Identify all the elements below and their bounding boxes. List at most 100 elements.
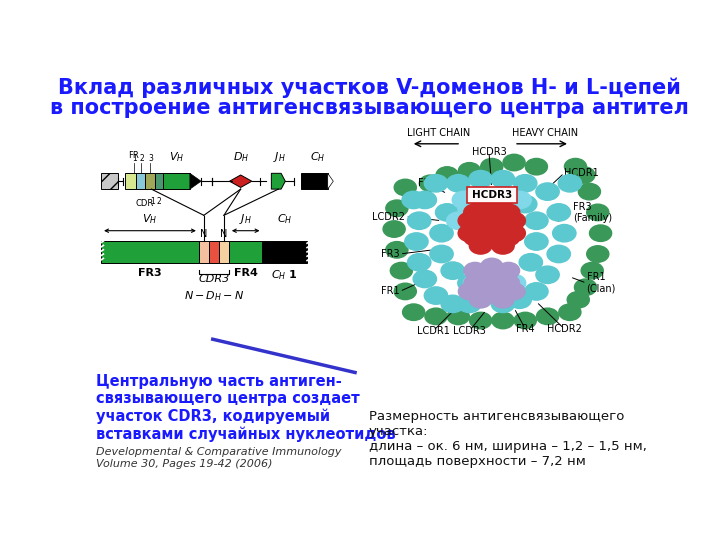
Text: LIGHT CHAIN: LIGHT CHAIN — [407, 128, 470, 138]
Text: FR1
(Clan): FR1 (Clan) — [587, 272, 616, 294]
Text: 2: 2 — [139, 154, 144, 163]
Circle shape — [559, 304, 581, 320]
Text: $V_H$: $V_H$ — [169, 150, 184, 164]
Circle shape — [475, 271, 498, 287]
Circle shape — [525, 212, 548, 230]
Circle shape — [508, 291, 531, 308]
Bar — [101, 241, 199, 263]
Text: 2: 2 — [156, 197, 161, 206]
Circle shape — [424, 174, 448, 192]
Circle shape — [430, 245, 453, 262]
Circle shape — [590, 225, 611, 241]
Circle shape — [481, 158, 503, 175]
Circle shape — [425, 308, 447, 325]
Circle shape — [452, 191, 475, 208]
Text: FR4: FR4 — [516, 324, 534, 334]
Circle shape — [469, 292, 492, 308]
Text: Размерность антигенсвязывающего
участка:
длина – ок. 6 нм, ширина – 1,2 – 1,5 нм: Размерность антигенсвязывающего участка:… — [369, 410, 647, 468]
Text: CDR: CDR — [136, 199, 154, 208]
Circle shape — [519, 254, 542, 271]
Circle shape — [525, 233, 548, 250]
Circle shape — [491, 295, 515, 313]
Text: FR3: FR3 — [381, 249, 400, 259]
Text: 1: 1 — [132, 154, 137, 163]
Text: FR1: FR1 — [381, 286, 400, 296]
Circle shape — [472, 195, 495, 213]
Bar — [301, 173, 328, 189]
Circle shape — [536, 266, 559, 284]
Circle shape — [464, 274, 487, 292]
Text: LCDR1: LCDR1 — [417, 326, 449, 336]
Circle shape — [547, 245, 570, 262]
Text: $D_H$: $D_H$ — [233, 150, 248, 164]
Text: $C_H$ 1: $C_H$ 1 — [271, 268, 298, 281]
Circle shape — [536, 183, 559, 200]
FancyBboxPatch shape — [101, 173, 118, 189]
Circle shape — [383, 221, 405, 237]
Text: LCDR2: LCDR2 — [372, 212, 405, 221]
Circle shape — [469, 187, 492, 205]
Circle shape — [464, 275, 486, 291]
Circle shape — [413, 191, 436, 208]
Circle shape — [419, 175, 441, 192]
Circle shape — [503, 225, 526, 241]
Circle shape — [508, 191, 531, 208]
Bar — [145, 173, 155, 189]
Text: N: N — [200, 229, 207, 239]
Polygon shape — [230, 175, 252, 187]
Circle shape — [553, 225, 576, 242]
Circle shape — [458, 274, 481, 292]
Text: FR3: FR3 — [138, 268, 162, 278]
Circle shape — [469, 171, 492, 188]
Text: FR: FR — [128, 151, 139, 160]
Circle shape — [503, 154, 525, 171]
Text: HEAVY CHAIN: HEAVY CHAIN — [512, 128, 578, 138]
Circle shape — [402, 191, 426, 208]
Circle shape — [430, 225, 453, 242]
Circle shape — [469, 237, 492, 254]
Circle shape — [547, 204, 570, 221]
Circle shape — [464, 204, 486, 221]
Circle shape — [390, 262, 413, 279]
Circle shape — [491, 187, 515, 205]
Circle shape — [492, 237, 514, 254]
Text: $J_H$: $J_H$ — [274, 150, 286, 164]
Circle shape — [498, 204, 520, 221]
Circle shape — [480, 204, 503, 221]
Circle shape — [481, 283, 503, 300]
Text: HCDR1: HCDR1 — [564, 168, 599, 178]
Text: N: N — [220, 229, 228, 239]
Text: Вклад различных участков V-доменов Н- и L-цепей: Вклад различных участков V-доменов Н- и … — [58, 77, 680, 98]
Circle shape — [526, 158, 547, 175]
Circle shape — [480, 229, 503, 246]
Circle shape — [503, 212, 526, 229]
Circle shape — [441, 295, 464, 313]
Circle shape — [525, 283, 548, 300]
Circle shape — [492, 312, 514, 329]
Circle shape — [402, 304, 425, 320]
Text: HCDR2: HCDR2 — [547, 324, 582, 334]
Circle shape — [536, 308, 559, 325]
Circle shape — [447, 308, 469, 325]
Text: FR4: FR4 — [418, 178, 437, 188]
Text: HCDR3: HCDR3 — [472, 147, 506, 157]
Circle shape — [491, 171, 515, 188]
Text: CDR3: CDR3 — [198, 274, 230, 285]
Polygon shape — [271, 173, 285, 189]
Circle shape — [405, 233, 428, 250]
Text: $N - D_H - N$: $N - D_H - N$ — [184, 289, 244, 303]
Circle shape — [498, 275, 520, 291]
Text: $J_H$: $J_H$ — [239, 212, 252, 226]
Circle shape — [459, 283, 480, 300]
Circle shape — [464, 217, 486, 233]
Circle shape — [446, 212, 470, 230]
Bar — [229, 241, 262, 263]
Circle shape — [395, 283, 416, 300]
Circle shape — [498, 262, 520, 279]
Circle shape — [481, 258, 503, 275]
Circle shape — [486, 271, 508, 287]
Bar — [125, 173, 136, 189]
Circle shape — [489, 195, 511, 213]
Circle shape — [578, 184, 600, 200]
Circle shape — [458, 295, 481, 313]
